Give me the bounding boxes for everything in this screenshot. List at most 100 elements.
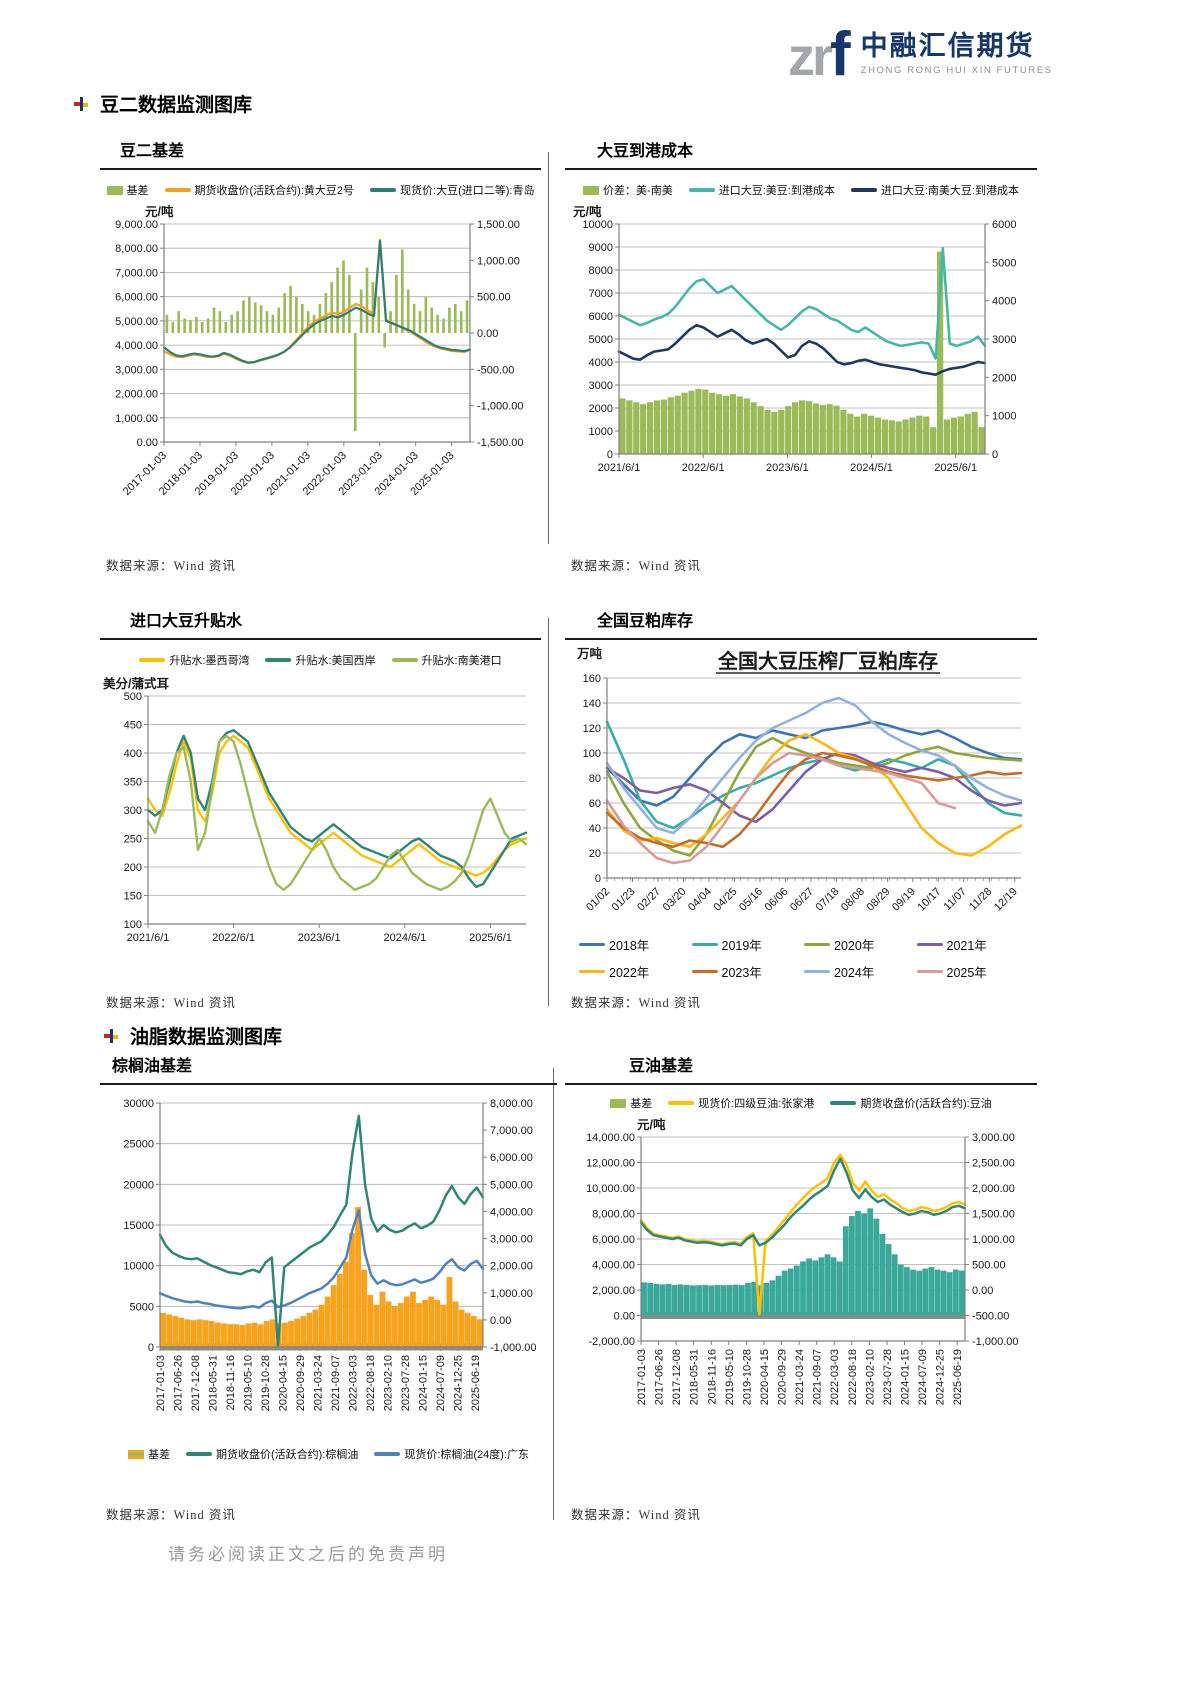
panel-meal-inventory: 全国豆粕库存 160 140 120 100 80 60 40 20 0 01/02 01/23 02…: [565, 607, 1037, 1027]
svg-text:400: 400: [124, 748, 142, 760]
svg-text:6,000.00: 6,000.00: [115, 292, 158, 304]
svg-text:8,000.00: 8,000.00: [490, 1098, 533, 1110]
svg-text:07/18: 07/18: [814, 886, 842, 914]
svg-text:2022/6/1: 2022/6/1: [212, 932, 255, 944]
legend-label: 期货收盘价(活跃合约):棕榈油: [215, 1449, 359, 1461]
logo-f-text: f: [830, 20, 851, 89]
svg-text:03/20: 03/20: [661, 886, 689, 914]
chart-title: 进口大豆升贴水: [100, 607, 541, 640]
svg-text:5,000.00: 5,000.00: [490, 1179, 533, 1191]
svg-text:150: 150: [124, 891, 142, 903]
legend-label: 2025年: [946, 966, 987, 980]
svg-text:04/04: 04/04: [686, 886, 714, 914]
column-divider: [548, 152, 549, 544]
svg-text:14,000.00: 14,000.00: [586, 1132, 635, 1144]
chart-legend: 基差 现货价:四级豆油:张家港 期货收盘价(活跃合约):豆油: [565, 1095, 1037, 1111]
legend-line-swatch: [830, 1101, 857, 1105]
svg-text:2021/6/1: 2021/6/1: [127, 932, 170, 944]
svg-text:3,000.00: 3,000.00: [972, 1132, 1015, 1144]
legend-line-swatch: [579, 942, 605, 947]
company-logo: zrf 中融汇信期货 ZHONG RONG HUI XIN FUTURES: [788, 24, 1053, 86]
chart-legend: 升贴水:墨西哥湾 升贴水:美国西岸 升贴水:南美港口: [100, 652, 541, 668]
svg-text:10000: 10000: [582, 219, 613, 231]
svg-text:2022/6/1: 2022/6/1: [682, 462, 725, 474]
section-header-bean2: 豆二数据监测图库: [74, 90, 252, 117]
svg-text:2024-01-15: 2024-01-15: [900, 1349, 912, 1405]
svg-text:2024/5/1: 2024/5/1: [850, 462, 893, 474]
svg-text:2,000.00: 2,000.00: [115, 389, 158, 401]
svg-text:5,000.00: 5,000.00: [115, 316, 158, 328]
section-bullet-icon: [104, 1028, 118, 1043]
legend-label: 升贴水:墨西哥湾: [169, 655, 250, 667]
svg-text:02/27: 02/27: [635, 886, 663, 914]
legend-label: 2024年: [834, 966, 875, 980]
svg-text:40: 40: [589, 823, 601, 835]
section-header-oils: 油脂数据监测图库: [104, 1022, 282, 1049]
svg-text:8,000.00: 8,000.00: [115, 243, 158, 255]
svg-text:8000: 8000: [589, 265, 613, 277]
svg-text:4000: 4000: [589, 357, 613, 369]
svg-text:01/02: 01/02: [584, 886, 612, 914]
svg-text:2023-02-10: 2023-02-10: [864, 1349, 876, 1405]
svg-text:-1,000.00: -1,000.00: [477, 401, 523, 413]
legend-item: 进口大豆:美豆:到港成本: [688, 182, 835, 198]
svg-text:08/08: 08/08: [839, 886, 867, 914]
data-source: 数据来源：Wind 资讯: [571, 559, 701, 573]
svg-text:2,500.00: 2,500.00: [972, 1158, 1015, 1170]
column-divider: [553, 1068, 554, 1520]
legend-item: 基差: [106, 182, 149, 198]
svg-text:2017-12-08: 2017-12-08: [190, 1355, 202, 1411]
legend-line-swatch: [164, 188, 191, 192]
chart-title: 豆油基差: [565, 1052, 1037, 1085]
svg-text:2017-01-03: 2017-01-03: [155, 1355, 167, 1411]
svg-text:2018-05-31: 2018-05-31: [689, 1349, 701, 1405]
svg-text:2022-08-18: 2022-08-18: [365, 1355, 377, 1411]
svg-text:100: 100: [583, 748, 601, 760]
svg-text:08/29: 08/29: [865, 886, 893, 914]
panel-palm-basis: 棕榈油基差 30000 25000 20000 15000 10000 5000 0 8,00…: [100, 1052, 557, 1527]
svg-text:-2,000.00: -2,000.00: [589, 1336, 635, 1348]
svg-text:万吨: 万吨: [576, 646, 603, 661]
svg-text:-1,500.00: -1,500.00: [477, 437, 523, 449]
svg-text:3000: 3000: [589, 380, 613, 392]
svg-text:10/17: 10/17: [915, 886, 943, 914]
chart-bean2-basis: 9,000.00 8,000.00 7,000.00 6,000.00 5,000.00…: [100, 202, 541, 551]
svg-text:2021/6/1: 2021/6/1: [598, 462, 641, 474]
legend-label: 升贴水:南美港口: [421, 655, 502, 667]
svg-text:全国大豆压榨厂豆粕库存: 全国大豆压榨厂豆粕库存: [717, 649, 938, 673]
svg-text:0.00: 0.00: [972, 1285, 993, 1297]
svg-text:4000: 4000: [992, 296, 1016, 308]
svg-text:2025/6/1: 2025/6/1: [934, 462, 977, 474]
legend-item: 升贴水:美国西岸: [265, 652, 376, 668]
legend-line-swatch: [579, 969, 605, 974]
svg-text:2022-03-03: 2022-03-03: [829, 1349, 841, 1405]
svg-text:7,000.00: 7,000.00: [490, 1125, 533, 1137]
legend-label: 2021年: [946, 939, 987, 953]
svg-text:10000: 10000: [123, 1261, 154, 1273]
brand-name-en: ZHONG RONG HUI XIN FUTURES: [860, 64, 1053, 76]
svg-text:6000: 6000: [589, 311, 613, 323]
bean2-basis-svg: 9,000.00 8,000.00 7,000.00 6,000.00 5,000.00…: [115, 204, 523, 498]
legend-label: 基差: [630, 1098, 653, 1110]
legend-item: 2024年: [804, 962, 911, 981]
chart-title: 豆二基差: [100, 137, 541, 170]
chart-meal-inventory: 160 140 120 100 80 60 40 20 0 01/02 01/23 02/27 03/2…: [565, 644, 1037, 929]
svg-text:80: 80: [589, 773, 601, 785]
svg-text:01/23: 01/23: [610, 886, 638, 914]
svg-text:0.00: 0.00: [490, 1315, 511, 1327]
legend-bar-swatch: [127, 1449, 144, 1459]
svg-text:1,000.00: 1,000.00: [115, 413, 158, 425]
panel-bean2-basis: 豆二基差 基差 期货收盘价(活跃合约):黄大豆2号 现货价:大豆(进口二等):青岛 …: [100, 137, 541, 597]
svg-text:11/07: 11/07: [942, 886, 969, 913]
svg-text:4,000.00: 4,000.00: [115, 340, 158, 352]
legend-item: 现货价:四级豆油:张家港: [668, 1095, 814, 1111]
svg-text:美分/蒲式耳: 美分/蒲式耳: [103, 676, 169, 691]
svg-text:1,500.00: 1,500.00: [477, 219, 520, 231]
data-source: 数据来源：Wind 资讯: [106, 559, 236, 573]
section-title: 油脂数据监测图库: [130, 1027, 283, 1048]
logo-zrf-mark: zrf: [788, 24, 851, 86]
svg-text:2,000.00: 2,000.00: [592, 1285, 635, 1297]
svg-text:12/19: 12/19: [992, 886, 1020, 914]
svg-text:-1,000.00: -1,000.00: [972, 1336, 1018, 1348]
svg-text:120: 120: [583, 723, 601, 735]
